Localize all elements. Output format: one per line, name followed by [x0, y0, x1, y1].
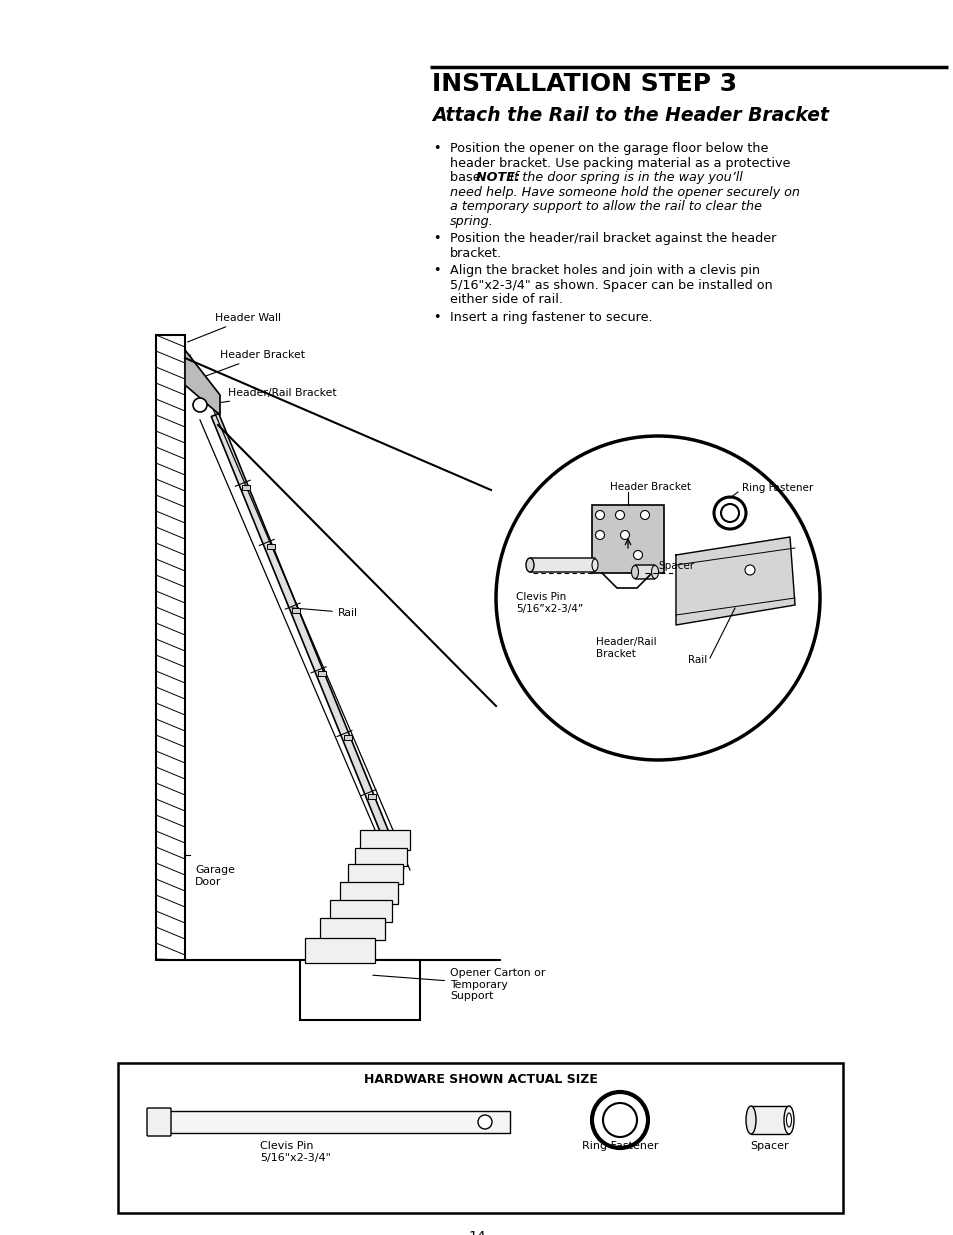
Bar	[359, 830, 410, 850]
Text: Insert a ring fastener to secure.: Insert a ring fastener to secure.	[450, 310, 652, 324]
Bar	[319, 918, 385, 940]
FancyBboxPatch shape	[635, 564, 655, 579]
Polygon shape	[676, 537, 794, 625]
Bar	[293, 608, 300, 613]
Bar	[166, 1112, 510, 1132]
Text: either side of rail.: either side of rail.	[450, 293, 562, 306]
FancyBboxPatch shape	[147, 1108, 171, 1136]
Text: Clevis Pin
5/16”x2-3/4”: Clevis Pin 5/16”x2-3/4”	[516, 592, 582, 614]
Circle shape	[633, 551, 641, 559]
Ellipse shape	[651, 566, 658, 578]
Text: 14: 14	[468, 1230, 485, 1235]
Text: bracket.: bracket.	[450, 247, 501, 259]
Bar	[592, 505, 663, 573]
Text: Header Bracket: Header Bracket	[197, 350, 305, 379]
Text: spring.: spring.	[450, 215, 494, 227]
Text: Header Bracket: Header Bracket	[609, 482, 690, 492]
Bar	[266, 543, 274, 548]
Text: Position the header/rail bracket against the header: Position the header/rail bracket against…	[450, 232, 776, 245]
Text: HARDWARE SHOWN ACTUAL SIZE: HARDWARE SHOWN ACTUAL SIZE	[363, 1073, 597, 1086]
Text: •: •	[433, 142, 440, 156]
Text: base.: base.	[450, 170, 488, 184]
Text: Garage
Door: Garage Door	[194, 864, 234, 887]
Circle shape	[639, 510, 649, 520]
Circle shape	[592, 1092, 647, 1149]
Text: Ring Fastener: Ring Fastener	[741, 483, 812, 493]
Text: Align the bracket holes and join with a clevis pin: Align the bracket holes and join with a …	[450, 264, 760, 277]
Bar	[242, 485, 251, 490]
Ellipse shape	[785, 1113, 791, 1128]
Circle shape	[602, 1103, 637, 1137]
Circle shape	[193, 398, 207, 412]
Bar	[750, 1107, 788, 1134]
Text: NOTE:: NOTE:	[476, 170, 524, 184]
Text: Header/Rail
Bracket: Header/Rail Bracket	[596, 637, 656, 658]
Text: Clevis Pin
5/16"x2-3/4": Clevis Pin 5/16"x2-3/4"	[260, 1141, 331, 1162]
Text: Rail: Rail	[292, 608, 357, 618]
Text: If the door spring is in the way you’ll: If the door spring is in the way you’ll	[510, 170, 742, 184]
Text: header bracket. Use packing material as a protective: header bracket. Use packing material as …	[450, 157, 789, 169]
Circle shape	[744, 564, 754, 576]
Bar	[355, 848, 407, 866]
Bar	[344, 735, 352, 740]
Circle shape	[595, 510, 604, 520]
FancyBboxPatch shape	[530, 558, 595, 572]
Polygon shape	[185, 350, 220, 415]
Bar	[330, 900, 392, 923]
Text: •: •	[433, 264, 440, 277]
Text: Position the opener on the garage floor below the: Position the opener on the garage floor …	[450, 142, 767, 156]
Ellipse shape	[783, 1107, 793, 1134]
Text: •: •	[433, 232, 440, 245]
Text: Opener Carton or
Temporary
Support: Opener Carton or Temporary Support	[373, 968, 545, 1002]
Text: Spacer: Spacer	[750, 1141, 788, 1151]
Text: Rail: Rail	[687, 655, 706, 664]
Text: need help. Have someone hold the opener securely on: need help. Have someone hold the opener …	[450, 185, 800, 199]
Text: Header Wall: Header Wall	[188, 312, 281, 342]
Circle shape	[720, 504, 739, 522]
Circle shape	[619, 531, 629, 540]
Circle shape	[477, 1115, 492, 1129]
Text: Attach the Rail to the Header Bracket: Attach the Rail to the Header Bracket	[432, 106, 828, 125]
Ellipse shape	[592, 559, 598, 571]
Text: Ring Fastener: Ring Fastener	[581, 1141, 658, 1151]
Bar	[156, 335, 185, 960]
Text: INSTALLATION STEP 3: INSTALLATION STEP 3	[432, 72, 737, 96]
Text: Spacer: Spacer	[658, 561, 694, 571]
Ellipse shape	[745, 1107, 755, 1134]
Circle shape	[713, 496, 745, 529]
Circle shape	[615, 510, 624, 520]
Text: •: •	[433, 310, 440, 324]
Circle shape	[595, 531, 604, 540]
Bar	[118, 1063, 842, 1213]
Bar	[305, 939, 375, 963]
Polygon shape	[211, 414, 403, 872]
Bar	[348, 864, 402, 884]
Bar	[339, 882, 397, 904]
Ellipse shape	[525, 558, 534, 572]
Text: Header/Rail Bracket: Header/Rail Bracket	[208, 388, 336, 405]
Circle shape	[496, 436, 820, 760]
Ellipse shape	[631, 566, 638, 578]
Bar	[318, 672, 326, 677]
Text: 5/16"x2-3/4" as shown. Spacer can be installed on: 5/16"x2-3/4" as shown. Spacer can be ins…	[450, 279, 772, 291]
Bar	[368, 794, 375, 799]
Bar	[299, 960, 419, 1020]
Text: a temporary support to allow the rail to clear the: a temporary support to allow the rail to…	[450, 200, 761, 212]
